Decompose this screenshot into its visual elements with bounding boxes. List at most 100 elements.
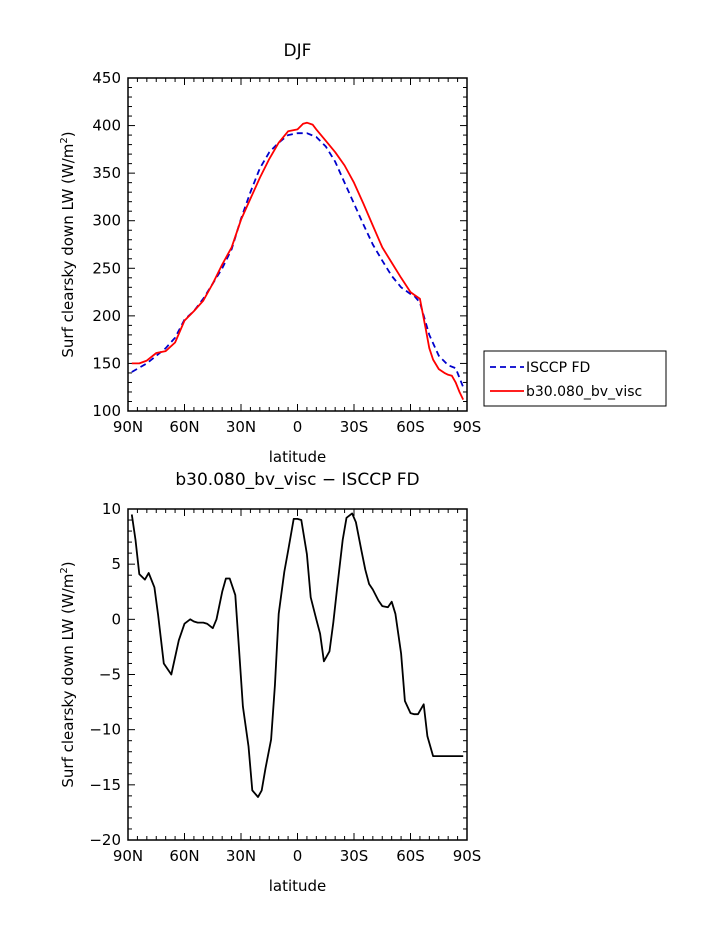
data-point [344, 165, 346, 167]
data-point [395, 613, 397, 615]
data-point [387, 606, 389, 608]
data-point [315, 128, 317, 130]
data-point [268, 151, 270, 153]
data-point [342, 539, 344, 541]
data-point [146, 360, 148, 362]
data-point [146, 363, 148, 365]
data-point [344, 182, 346, 184]
data-point [438, 355, 440, 357]
y-tick-label: −10 [89, 721, 121, 739]
data-point [391, 275, 393, 277]
data-point [459, 755, 461, 757]
data-point [325, 146, 327, 148]
data-point [410, 712, 412, 714]
data-point [455, 755, 457, 757]
data-point [221, 591, 223, 593]
data-point [131, 363, 133, 365]
y-tick-label: 250 [92, 259, 121, 277]
data-point [315, 136, 317, 138]
data-point [391, 601, 393, 603]
data-point [400, 277, 402, 279]
data-point [306, 122, 308, 124]
data-point [442, 755, 444, 757]
y-axis-label-superscript: 2 [59, 567, 70, 573]
data-point [427, 735, 429, 737]
data-point [444, 372, 446, 374]
y-tick-label: −20 [89, 831, 121, 849]
data-point [413, 713, 415, 715]
x-tick-label: 90S [453, 418, 482, 436]
x-tick-label: 60N [169, 847, 199, 865]
x-tick-label: 60S [396, 847, 425, 865]
data-point [378, 600, 380, 602]
data-point [325, 140, 327, 142]
data-point [250, 198, 252, 200]
data-point [212, 627, 214, 629]
data-point [261, 789, 263, 791]
series-line-difference [130, 512, 464, 798]
data-point [163, 663, 165, 665]
data-point [419, 298, 421, 300]
data-point [445, 755, 447, 757]
y-axis-label: Surf clearsky down LW (W/m2) [59, 131, 77, 357]
x-tick-label: 90S [453, 847, 482, 865]
data-point [274, 685, 276, 687]
data-point [174, 342, 176, 344]
data-point [265, 767, 267, 769]
y-tick-label: −5 [99, 666, 121, 684]
data-point [432, 755, 434, 757]
data-point [391, 262, 393, 264]
data-point [283, 571, 285, 573]
data-point [240, 219, 242, 221]
plot-frame [127, 77, 468, 412]
y-axis-label-superscript: 2 [59, 137, 70, 143]
data-point [372, 225, 374, 227]
data-point [306, 132, 308, 134]
y-tick-label: −15 [89, 776, 121, 794]
x-axis-label: latitude [269, 877, 327, 895]
data-point [336, 588, 338, 590]
y-axis-label-main: Surf clearsky down LW (W/m [59, 144, 77, 358]
data-point [425, 327, 427, 329]
data-point [170, 674, 172, 676]
data-point [221, 264, 223, 266]
x-tick-label: 60S [396, 418, 425, 436]
data-point [400, 286, 402, 288]
data-point [432, 359, 434, 361]
data-point [165, 347, 167, 349]
data-point [234, 594, 236, 596]
data-point [184, 320, 186, 322]
x-tick-label: 90N [113, 418, 143, 436]
x-tick-label: 90N [113, 847, 143, 865]
data-point [297, 132, 299, 134]
data-point [131, 371, 133, 373]
data-point [436, 755, 438, 757]
data-point [351, 513, 353, 515]
data-point [155, 352, 157, 354]
data-point [257, 796, 259, 798]
chart-title: DJF [284, 41, 312, 61]
data-point [459, 391, 461, 393]
data-point [144, 579, 146, 581]
data-point [278, 142, 280, 144]
data-point [206, 623, 208, 625]
data-point [353, 203, 355, 205]
data-point [287, 134, 289, 136]
data-point [319, 633, 321, 635]
data-point [381, 260, 383, 262]
data-point [355, 521, 357, 523]
data-point [332, 622, 334, 624]
chart-panel-2: 90N 60N 30N 0 30S 60S 90S −20 −15 −10 −5 0 5 10 b30.08… [59, 470, 481, 895]
data-point [346, 517, 348, 519]
data-point [148, 572, 150, 574]
data-point [310, 596, 312, 598]
data-point [334, 161, 336, 163]
data-point [381, 246, 383, 248]
data-point [178, 639, 180, 641]
y-axis-label-tail: ) [59, 561, 77, 567]
data-point [202, 300, 204, 302]
x-tick-label: 0 [293, 847, 303, 865]
data-point [293, 518, 295, 520]
data-point [323, 660, 325, 662]
